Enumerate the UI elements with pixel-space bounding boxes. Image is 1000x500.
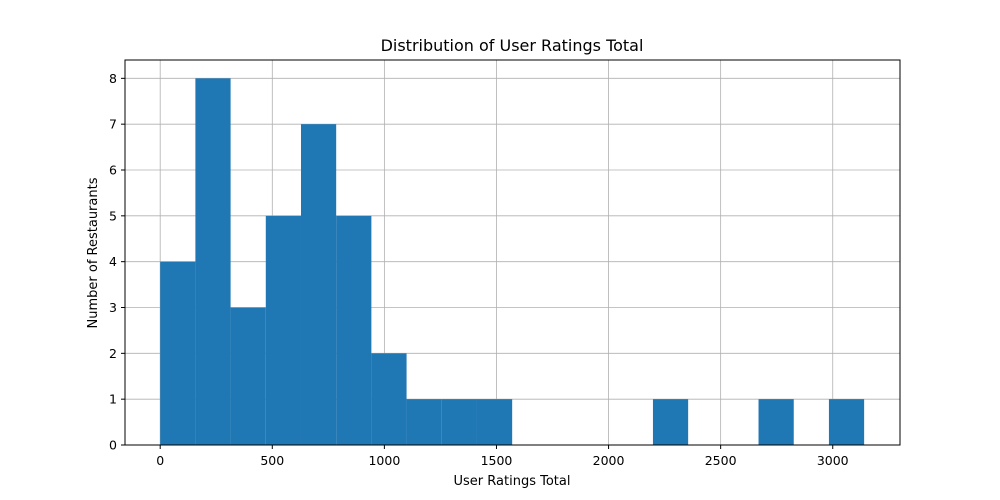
- x-tick-label: 3000: [817, 453, 849, 468]
- histogram-bar: [195, 78, 231, 445]
- y-tick-label: 0: [109, 438, 117, 453]
- histogram-bar: [441, 399, 477, 445]
- histogram-bar: [265, 215, 301, 445]
- histogram-bar: [758, 399, 794, 445]
- y-tick-label: 6: [109, 163, 117, 178]
- x-tick-label: 2500: [705, 453, 737, 468]
- histogram-bar: [230, 307, 266, 445]
- histogram-bar: [406, 399, 442, 445]
- y-tick-label: 3: [109, 300, 117, 315]
- x-tick-label: 2000: [593, 453, 625, 468]
- histogram-bar: [828, 399, 865, 445]
- histogram-bars: [160, 78, 865, 446]
- y-axis-ticks: 0 1 2 3 4 5 6 7 8: [109, 71, 125, 453]
- y-tick-label: 4: [109, 254, 117, 269]
- x-tick-label: 500: [260, 453, 284, 468]
- x-axis-label: User Ratings Total: [454, 474, 571, 489]
- histogram-bar: [300, 124, 337, 446]
- chart-title: Distribution of User Ratings Total: [381, 36, 644, 55]
- y-tick-label: 1: [109, 392, 117, 407]
- histogram-bar: [476, 399, 513, 445]
- y-tick-label: 8: [109, 71, 117, 86]
- histogram-bar: [160, 261, 196, 445]
- plot-frame: [124, 59, 901, 446]
- y-tick-label: 5: [109, 208, 117, 223]
- y-tick-label: 7: [109, 117, 117, 132]
- y-axis-label: Number of Restaurants: [86, 177, 101, 328]
- x-tick-label: 0: [156, 453, 164, 468]
- x-tick-label: 1500: [481, 453, 513, 468]
- histogram-bar: [371, 353, 407, 445]
- x-tick-label: 1000: [368, 453, 400, 468]
- histogram-bar: [652, 399, 689, 445]
- y-tick-label: 2: [109, 346, 117, 361]
- histogram-bar: [336, 215, 372, 445]
- x-axis-ticks: 0 500 1000 1500 2000 2500 3000: [156, 445, 849, 468]
